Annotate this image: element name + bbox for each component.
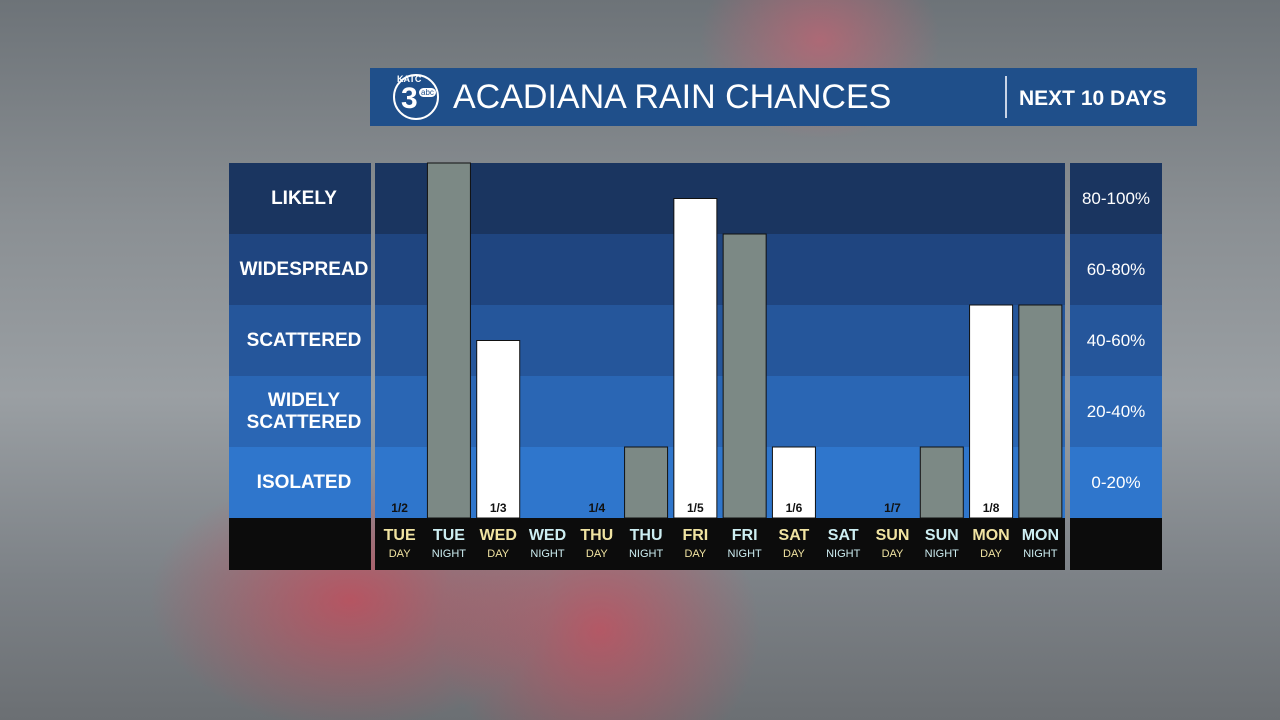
bar	[426, 162, 471, 519]
band-panel	[229, 376, 371, 447]
band-panel	[1070, 376, 1162, 447]
range-label: 20-40%	[1086, 401, 1146, 421]
bar	[476, 340, 521, 519]
right-footer	[1070, 518, 1162, 570]
x-tick-sublabel: DAY	[783, 548, 805, 560]
x-tick-sublabel: DAY	[487, 548, 509, 560]
x-tick-label: THU	[580, 527, 613, 544]
range-label: 60-80%	[1086, 259, 1146, 279]
x-tick-sublabel: NIGHT	[728, 548, 763, 560]
x-tick-sublabel: NIGHT	[530, 548, 565, 560]
x-tick-label: FRI	[732, 527, 758, 544]
band-panel	[229, 163, 371, 234]
x-tick-sublabel: DAY	[882, 548, 904, 560]
range-label: 80-100%	[1081, 188, 1151, 208]
divider	[1005, 76, 1007, 118]
logo-network: abc	[419, 88, 436, 97]
x-tick-label: SUN	[876, 527, 910, 544]
band-panel	[229, 447, 371, 518]
bar	[969, 304, 1014, 519]
band	[375, 163, 1065, 234]
x-tick-label: TUE	[433, 527, 465, 544]
bar	[673, 198, 718, 519]
x-tick-label: MON	[1022, 527, 1059, 544]
x-tick-sublabel: NIGHT	[925, 548, 960, 560]
x-tick-label: SAT	[779, 527, 810, 544]
band-label: ISOLATED	[256, 471, 352, 493]
left-footer	[229, 518, 371, 570]
date-label: 1/6	[786, 501, 803, 515]
logo: KATC 3 abc	[393, 74, 439, 120]
x-tick-label: WED	[480, 527, 517, 544]
header-bar	[370, 68, 1197, 126]
logo-station: KATC	[397, 74, 422, 84]
x-tick-label: FRI	[682, 527, 708, 544]
subtitle: NEXT 10 DAYS	[1019, 87, 1167, 110]
x-tick-label: SUN	[925, 527, 959, 544]
date-label: 1/8	[983, 501, 1000, 515]
x-tick-sublabel: DAY	[980, 548, 1002, 560]
x-tick-sublabel: DAY	[586, 548, 608, 560]
x-tick-sublabel: NIGHT	[629, 548, 664, 560]
band-label: WIDELY SCATTERED	[246, 389, 362, 433]
x-tick-sublabel: DAY	[389, 548, 411, 560]
band-panel	[1070, 305, 1162, 376]
bar	[1018, 304, 1063, 519]
band-label: WIDESPREAD	[239, 258, 369, 280]
x-tick-label: SAT	[828, 527, 859, 544]
x-tick-sublabel: NIGHT	[432, 548, 467, 560]
logo-number: 3	[401, 82, 418, 115]
range-label: 0-20%	[1091, 472, 1141, 492]
date-label: 1/3	[490, 501, 507, 515]
bar	[624, 446, 669, 519]
range-label: 40-60%	[1086, 330, 1146, 350]
band	[375, 234, 1065, 305]
date-label: 1/2	[391, 501, 408, 515]
x-tick-sublabel: NIGHT	[1023, 548, 1058, 560]
x-axis-band	[375, 518, 1065, 570]
x-tick-label: MON	[972, 527, 1009, 544]
band-label: LIKELY	[271, 187, 337, 209]
date-label: 1/7	[884, 501, 901, 515]
title: ACADIANA RAIN CHANCES	[453, 78, 892, 116]
date-label: 1/5	[687, 501, 704, 515]
x-tick-label: TUE	[384, 527, 416, 544]
bar	[722, 233, 767, 519]
bar	[919, 446, 964, 519]
bar	[771, 446, 816, 519]
band-panel	[1070, 163, 1162, 234]
band-panel	[229, 234, 371, 305]
x-tick-sublabel: DAY	[684, 548, 706, 560]
x-tick-sublabel: NIGHT	[826, 548, 861, 560]
date-label: 1/4	[588, 501, 605, 515]
band-label: SCATTERED	[246, 329, 362, 351]
band-panel	[229, 305, 371, 376]
x-tick-label: THU	[630, 527, 663, 544]
band-panel	[1070, 234, 1162, 305]
band-panel	[1070, 447, 1162, 518]
x-tick-label: WED	[529, 527, 566, 544]
